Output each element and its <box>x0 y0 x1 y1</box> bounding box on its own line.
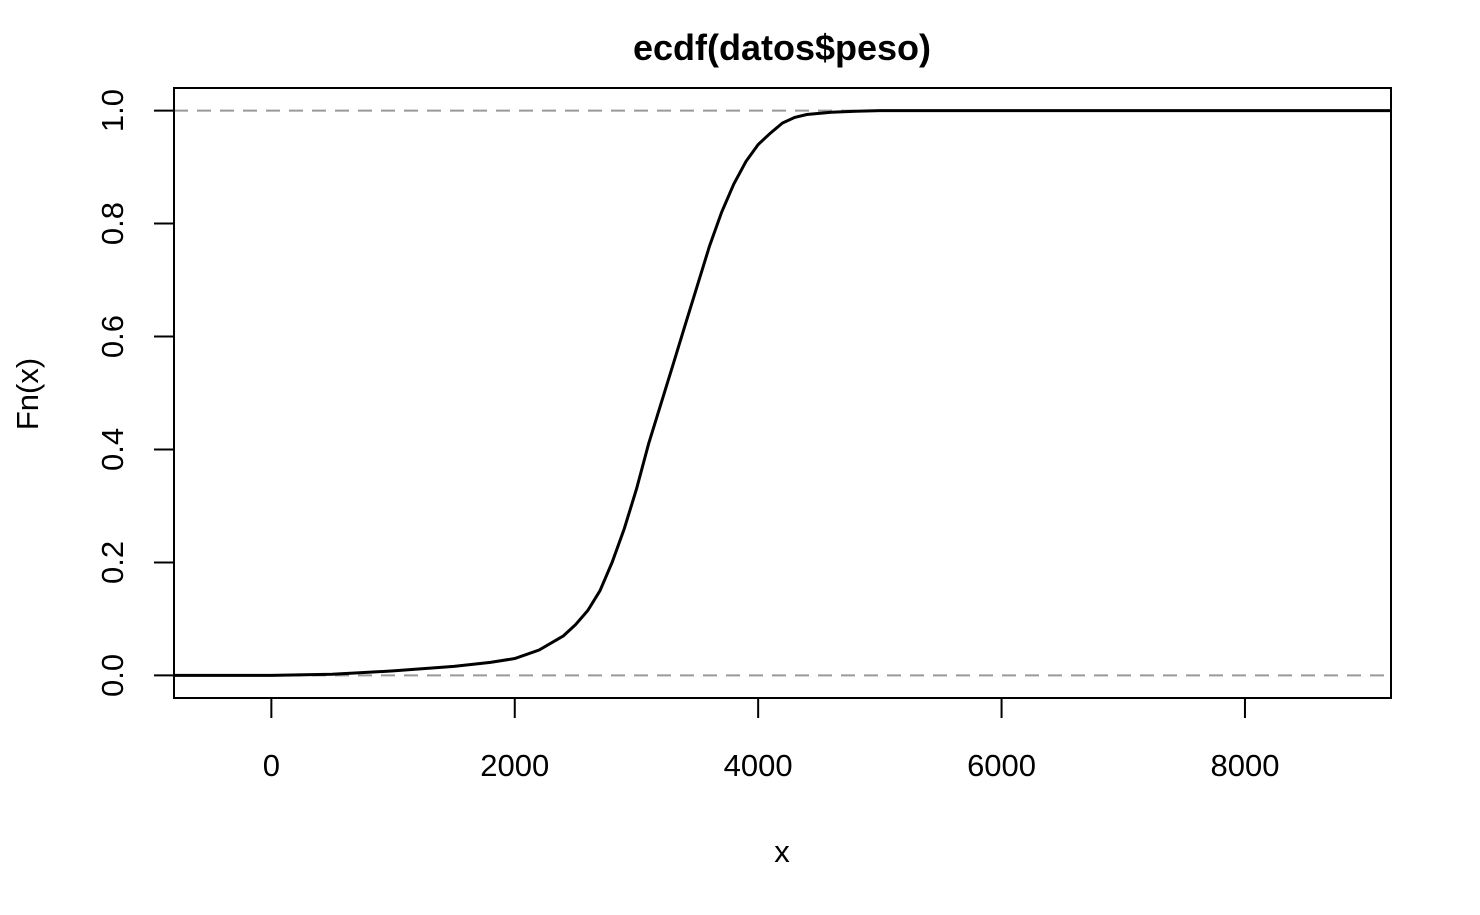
x-tick-label-2: 4000 <box>724 748 793 783</box>
y-tick-label-1: 0.2 <box>95 541 130 584</box>
x-tick-label-1: 2000 <box>480 748 549 783</box>
x-axis: 0 2000 4000 6000 8000 <box>263 697 1279 783</box>
x-tick-label-0: 0 <box>263 748 280 783</box>
ecdf-series-line <box>174 109 1391 677</box>
x-axis-label: x <box>774 834 790 869</box>
y-tick-label-0: 0.0 <box>95 654 130 697</box>
y-tick-label-3: 0.6 <box>95 315 130 358</box>
plot-frame <box>173 87 1392 699</box>
y-tick-label-5: 1.0 <box>95 89 130 132</box>
y-axis: 0.0 0.2 0.4 0.6 0.8 1.0 <box>95 89 175 697</box>
reference-lines <box>174 109 1391 677</box>
series-layer <box>174 109 1391 677</box>
x-tick-label-4: 8000 <box>1210 748 1279 783</box>
y-tick-label-2: 0.4 <box>95 428 130 471</box>
y-tick-label-4: 0.8 <box>95 202 130 245</box>
chart-title: ecdf(datos$peso) <box>633 27 931 68</box>
y-axis-label: Fn(x) <box>10 358 45 430</box>
x-tick-label-3: 6000 <box>967 748 1036 783</box>
